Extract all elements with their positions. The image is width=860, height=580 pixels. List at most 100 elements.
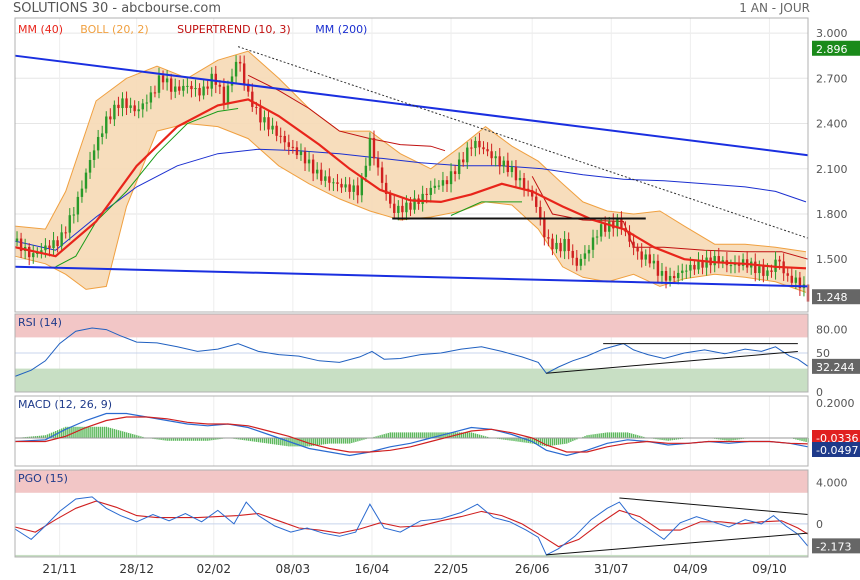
- macd-histogram-bar: [93, 426, 95, 438]
- macd-histogram-bar: [379, 435, 381, 438]
- macd-histogram-bar: [87, 426, 89, 438]
- macd-histogram-bar: [635, 434, 637, 438]
- macd-histogram-bar: [292, 438, 294, 447]
- period-selector[interactable]: 1 AN - JOUR: [739, 1, 810, 15]
- macd-badge: -0.0336: [812, 430, 860, 445]
- macd-histogram-bar: [468, 432, 471, 438]
- macd-histogram-bar: [278, 438, 280, 445]
- macd-histogram-bar: [604, 432, 606, 438]
- trendline: [14, 54, 809, 157]
- macd-histogram-bar: [207, 438, 209, 441]
- macd-histogram-bar: [355, 438, 357, 442]
- macd-histogram-bar: [525, 438, 527, 443]
- macd-histogram-bar: [428, 432, 430, 438]
- candle-body: [741, 259, 745, 266]
- candle-body: [449, 171, 453, 185]
- candle-body: [222, 86, 226, 105]
- candle-body: [445, 180, 449, 185]
- macd-histogram-bar: [166, 438, 168, 441]
- candle-body: [52, 240, 55, 249]
- macd-histogram-bar: [513, 438, 515, 442]
- macd-histogram-bar: [322, 438, 325, 445]
- macd-histogram-bar: [192, 438, 195, 441]
- macd-histogram-bar: [533, 438, 536, 444]
- candle-body: [340, 183, 343, 188]
- macd-histogram-bar: [718, 438, 720, 440]
- macd-line: [14, 412, 809, 457]
- macd-histogram-bar: [34, 436, 37, 438]
- macd-histogram-bar: [397, 432, 400, 438]
- macd-histogram-bar: [568, 438, 570, 443]
- candle-body: [307, 159, 311, 164]
- macd-histogram-bar: [257, 438, 260, 443]
- macd-histogram-bar: [46, 434, 49, 438]
- candle-body: [145, 102, 149, 104]
- candle-body: [324, 176, 327, 181]
- macd-histogram-bar: [572, 438, 574, 442]
- macd-histogram-bar: [63, 427, 65, 438]
- macd-histogram-bar: [570, 438, 572, 442]
- macd-histogram-bar: [602, 432, 604, 438]
- rsi-ytick-label: 0: [816, 386, 823, 399]
- macd-histogram-bar: [265, 438, 268, 444]
- macd-histogram-bar: [393, 432, 396, 438]
- candle-body: [44, 245, 47, 251]
- macd-histogram-bar: [734, 438, 736, 440]
- macd-histogram-bar: [405, 432, 408, 438]
- candle-body: [133, 105, 136, 112]
- candle-body: [161, 75, 165, 83]
- macd-histogram-bar: [480, 435, 483, 438]
- candle-body: [88, 159, 92, 173]
- macd-histogram-bar: [594, 434, 596, 438]
- pgo-overbought-zone: [15, 470, 808, 493]
- macd-histogram-bar: [284, 438, 286, 446]
- macd-histogram-bar: [81, 426, 83, 438]
- macd-histogram-bar: [728, 438, 730, 441]
- macd-histogram-bar: [630, 433, 633, 438]
- candle-body: [453, 171, 457, 175]
- candle-body: [530, 190, 534, 197]
- rsi-badge-bg: [812, 358, 860, 374]
- candle-body: [705, 257, 708, 268]
- legend-item: MM (40): [18, 23, 63, 36]
- candle-body: [40, 250, 43, 254]
- legend-item: MM (200): [315, 23, 367, 36]
- candle-body: [681, 270, 684, 273]
- macd-histogram-bar: [641, 436, 643, 438]
- candle-body: [494, 156, 497, 159]
- macd-histogram-bar: [618, 432, 621, 438]
- macd-histogram-bar: [251, 438, 254, 442]
- macd-histogram-bar: [237, 438, 239, 440]
- candle-body: [328, 176, 331, 183]
- macd-histogram-bar: [657, 438, 659, 440]
- macd-histogram-bar: [432, 432, 434, 438]
- candle-body: [652, 260, 656, 264]
- macd-histogram-bar: [30, 436, 33, 438]
- macd-histogram-bar: [26, 436, 28, 438]
- macd-histogram-bar: [241, 438, 243, 440]
- candle-body: [271, 125, 274, 130]
- candle-body: [583, 253, 587, 259]
- macd-histogram-bar: [99, 426, 101, 438]
- macd-histogram-bar: [724, 438, 726, 441]
- macd-histogram-bar: [395, 432, 398, 438]
- candle-body: [332, 182, 335, 184]
- macd-histogram-bar: [434, 432, 436, 438]
- macd-histogram-bar: [460, 432, 462, 438]
- pgo-badge-bg: [812, 538, 860, 554]
- candle-body: [563, 238, 566, 252]
- macd-histogram-bar: [138, 435, 140, 438]
- candle-body: [247, 83, 250, 92]
- candle-body: [441, 180, 445, 186]
- macd-histogram-bar: [505, 438, 507, 440]
- macd-histogram-bar: [351, 438, 353, 444]
- macd-histogram-bar: [401, 432, 404, 438]
- candle-body: [372, 137, 376, 159]
- price-ytick-label: 2.400: [816, 118, 848, 131]
- macd-histogram-bar: [336, 438, 339, 444]
- x-tick-label: 21/11: [42, 562, 77, 576]
- macd-histogram-bar: [361, 438, 363, 441]
- candle-body: [587, 249, 591, 254]
- rsi-ytick-label: 50: [816, 347, 830, 360]
- candle-body: [32, 253, 35, 258]
